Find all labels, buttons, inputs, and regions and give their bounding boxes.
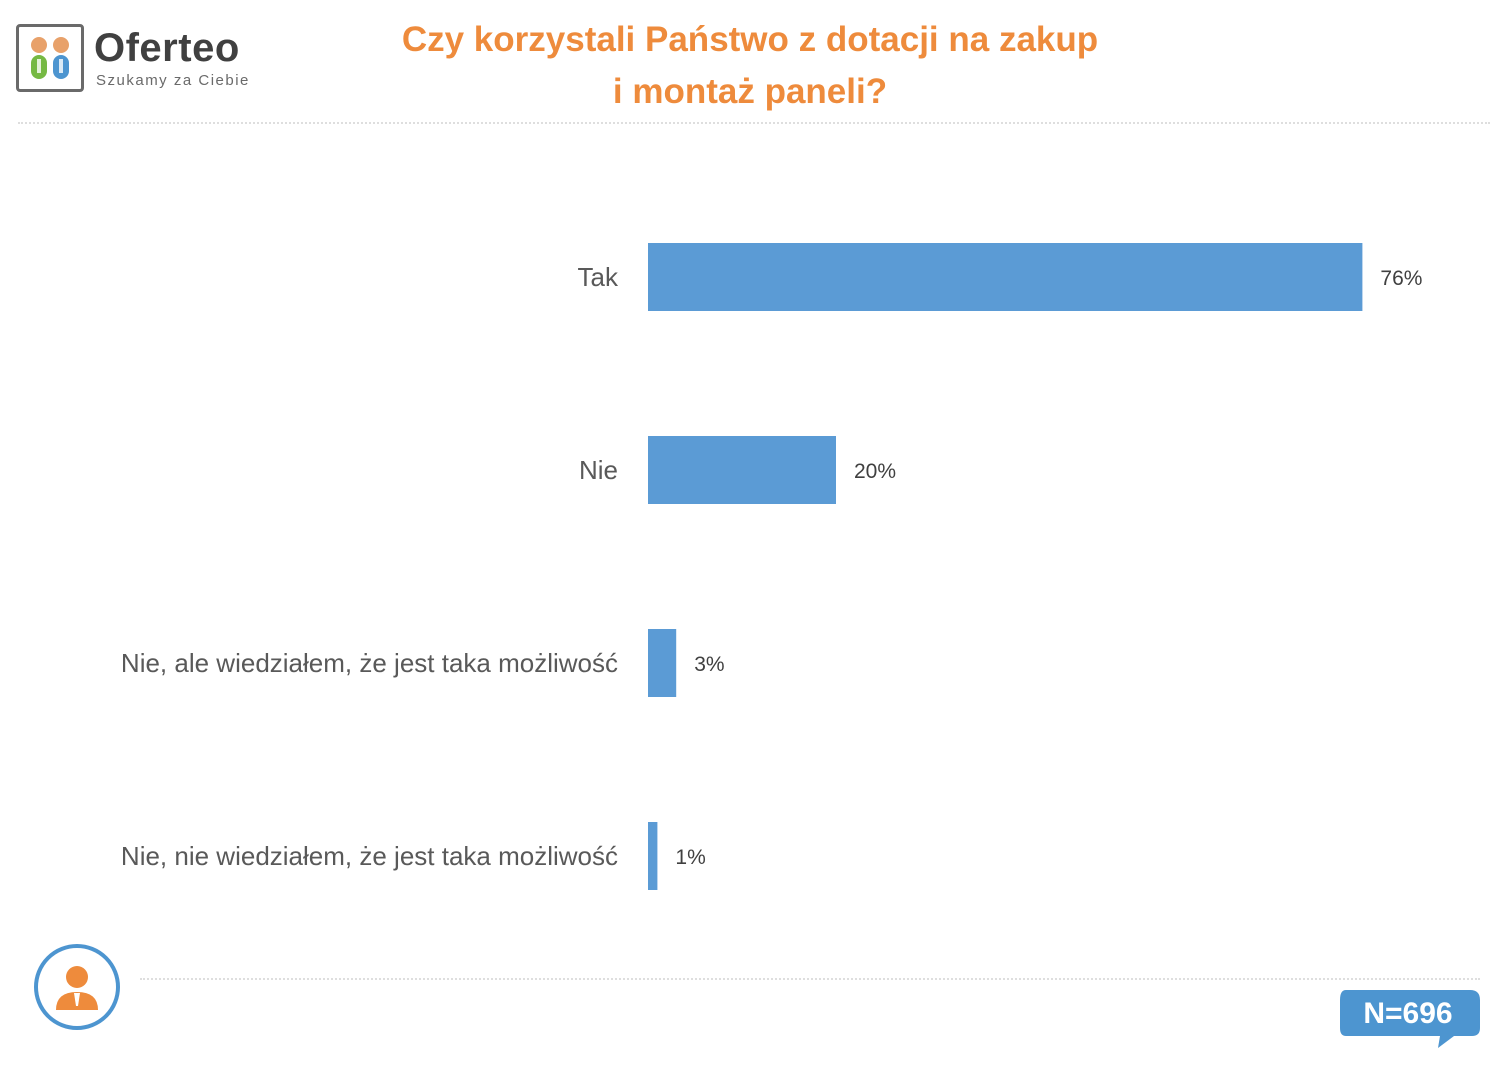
- person-icon: [34, 944, 120, 1030]
- sample-size-label: N=696: [1363, 997, 1453, 1030]
- value-label: 1%: [675, 846, 705, 869]
- brand-logo: Oferteo Szukamy za Ciebie: [16, 24, 276, 94]
- top-divider: [18, 122, 1490, 124]
- bar-chart: Tak 76% Nie 20% Nie, ale wiedziałem, że jest…: [121, 243, 1422, 890]
- sample-size-badge: N=696: [1338, 988, 1486, 1048]
- chart-title: Czy korzystali Państwo z dotacji na zaku…: [401, 20, 1099, 111]
- bar: [648, 243, 1363, 311]
- bar: [648, 629, 677, 697]
- speech-bubble-icon: [1340, 990, 1480, 1048]
- value-label: 76%: [1380, 267, 1422, 290]
- category-label: Tak: [578, 262, 619, 292]
- bottom-divider: [140, 978, 1480, 980]
- category-label: Nie, nie wiedziałem, że jest taka możliw…: [121, 841, 618, 871]
- brand-tagline: Szukamy za Ciebie: [96, 72, 250, 89]
- category-label: Nie, ale wiedziałem, że jest taka możliw…: [121, 648, 618, 678]
- bar: [648, 822, 658, 890]
- value-label: 3%: [694, 653, 724, 676]
- value-label: 20%: [854, 460, 896, 483]
- brand-name: Oferteo: [94, 26, 240, 70]
- logo-icon: [16, 24, 84, 92]
- category-label: Nie: [579, 455, 618, 485]
- bar: [648, 436, 836, 504]
